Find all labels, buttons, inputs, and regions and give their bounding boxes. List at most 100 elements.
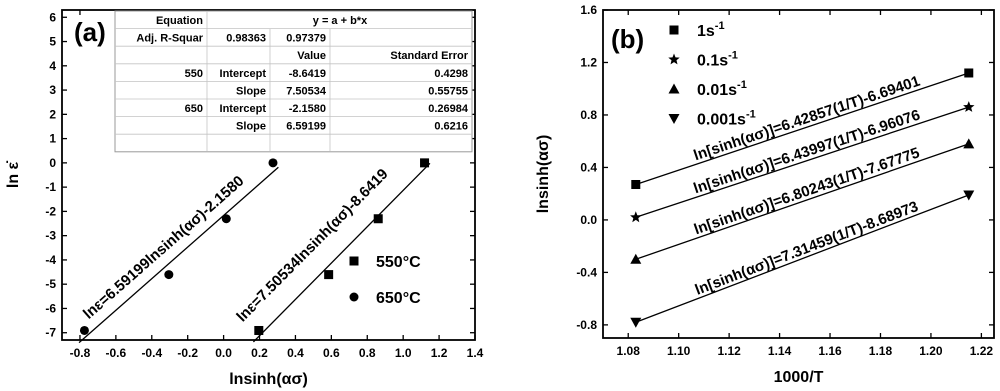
legend-marker: [668, 114, 680, 124]
x-tick-label: 1.22: [970, 344, 994, 358]
data-point: [630, 253, 642, 264]
legend-label-main: 0.1s: [697, 53, 728, 70]
table-cell: 0.4298: [434, 68, 468, 80]
x-tick-label: 1.16: [818, 344, 842, 358]
legend: 550°C 650°C: [349, 254, 421, 307]
data-point: [631, 179, 641, 189]
x-tick-label: -0.4: [141, 346, 162, 360]
y-axis-title: ln ε̇: [5, 160, 22, 188]
legend-label-main: 0.01s: [697, 82, 737, 99]
table-cell: Intercept: [220, 68, 267, 80]
y-tick-label: 0.0: [580, 213, 597, 227]
data-point: [964, 68, 974, 78]
x-tick-label: 0.6: [323, 346, 340, 360]
legend-marker: [668, 53, 680, 65]
x-tick-label: 0.4: [287, 346, 304, 360]
x-tick-label: 0.0: [215, 346, 232, 360]
table-cell: Standard Error: [390, 50, 468, 62]
y-tick-label: -5: [45, 277, 56, 291]
legend-label-main: 1s: [697, 23, 715, 40]
fit-line: [635, 72, 969, 186]
y-tick-label: 0.4: [580, 160, 597, 174]
y-axis-title: lnsinh(ασ): [535, 135, 552, 214]
y-tick-label: 1: [49, 132, 56, 146]
legend-label: 1s-1: [697, 20, 725, 40]
legend-label-superscript: -1: [728, 50, 738, 62]
x-tick-label: -0.2: [177, 346, 198, 360]
x-tick-label: 1.2: [431, 346, 448, 360]
fit-line: [252, 162, 431, 343]
legend-label: 0.01s-1: [697, 79, 747, 99]
legend-label: 550°C: [376, 254, 421, 271]
y-tick-label: -6: [45, 301, 56, 315]
table-cell: 0.98363: [226, 33, 266, 45]
legend-label: 0.1s-1: [697, 50, 738, 70]
table-cell: 550: [185, 68, 203, 80]
data-point: [963, 101, 975, 112]
table-cell: 0.6216: [434, 121, 468, 133]
panel-label: (a): [74, 17, 106, 47]
table-cell: Value: [297, 50, 326, 62]
x-tick-label: 1.14: [768, 344, 792, 358]
table-cell: -8.6419: [289, 68, 326, 80]
x-tick-label: 1.08: [617, 344, 641, 358]
series-0: ln[sinh(ασ)]=6.42857(1/T)-6.69401: [631, 68, 974, 189]
x-tick-label: 0.8: [359, 346, 376, 360]
table-cell: -2.1580: [289, 103, 326, 115]
table-cell: Slope: [236, 85, 266, 97]
x-tick-label: 1.10: [667, 344, 691, 358]
legend: 1s-10.1s-10.01s-10.001s-1: [668, 20, 756, 129]
table-cell: 6.59199: [286, 121, 326, 133]
y-tick-label: 4: [49, 59, 56, 73]
legend-label-superscript: -1: [746, 109, 756, 121]
y-tick-label: 0: [49, 156, 56, 170]
x-axis-title: lnsinh(ασ): [229, 371, 308, 388]
y-tick-label: -0.8: [576, 318, 597, 332]
fit-line: [78, 166, 279, 344]
legend-marker: [349, 292, 359, 302]
data-point: [268, 158, 278, 168]
legend-marker: [668, 83, 680, 94]
panel-a: -0.8 -0.6 -0.4 -0.2 0.0 0.2 0.4 0.6 0.8 1.0 1.2 1.4…: [5, 9, 484, 388]
table-cell: Intercept: [220, 103, 267, 115]
data-point: [221, 214, 231, 224]
y-tick-label: -2: [45, 204, 56, 218]
data-point: [630, 211, 642, 223]
x-tick-label: 1.18: [869, 344, 893, 358]
fit-equation: lnε=7.50534lnsinh(ασ)-8.6419: [233, 166, 391, 326]
y-tick-label: 1.6: [580, 3, 597, 17]
x-tick-label: 1.20: [919, 344, 943, 358]
y-tick-label: 5: [49, 35, 56, 49]
table-cell: Adj. R-Squar: [136, 33, 203, 45]
data-point: [79, 325, 89, 335]
y-tick-label: 2: [49, 107, 56, 121]
y-tick-label: 3: [49, 83, 56, 97]
plot-frame: [602, 9, 995, 339]
legend-label-main: 0.001s: [697, 112, 746, 129]
fit-line: [635, 194, 970, 323]
legend-label-superscript: -1: [715, 20, 725, 32]
fit-line: [635, 106, 969, 218]
x-tick-label: 1.0: [395, 346, 412, 360]
table-cell: 650: [185, 103, 203, 115]
legend-marker: [669, 25, 679, 35]
data-point: [164, 270, 174, 280]
panel-b: 1.08 1.10 1.12 1.14 1.16 1.18 1.20 1.22 -0.8 -0.4…: [535, 3, 995, 386]
x-tick-label: 0.2: [251, 346, 268, 360]
y-tick-label: -3: [45, 229, 56, 243]
x-tick-label: -0.6: [106, 346, 127, 360]
series-0: lnε=7.50534lnsinh(ασ)-8.6419: [233, 158, 431, 343]
table-cell: 0.97379: [286, 33, 326, 45]
table-cell: 0.26984: [428, 103, 469, 115]
data-point: [324, 270, 334, 280]
x-axis-title: 1000/T: [774, 369, 824, 386]
data-point: [420, 158, 430, 168]
y-tick-label: -4: [45, 253, 56, 267]
y-tick-label: 6: [49, 10, 56, 24]
y-tick-label: -0.4: [576, 265, 597, 279]
panel-label: (b): [611, 24, 644, 54]
table-cell: y = a + b*x: [313, 15, 368, 27]
legend-marker: [349, 256, 359, 266]
legend-label-superscript: -1: [737, 79, 747, 91]
